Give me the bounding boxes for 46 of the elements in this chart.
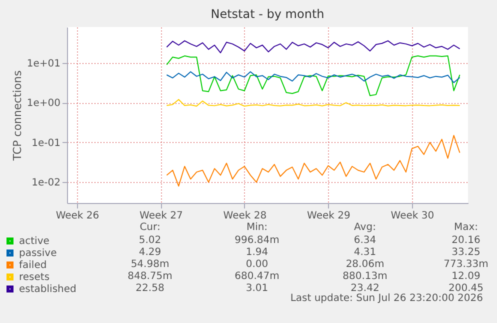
y-tick-label: 1e+01 — [26, 58, 60, 70]
x-tick-label: Week 26 — [56, 210, 100, 222]
text: 996.84m — [234, 235, 280, 247]
text: 54.98m — [130, 259, 170, 271]
x-tick-label: Week 30 — [390, 210, 434, 222]
x-tick-label: Week 28 — [223, 210, 267, 222]
text: 1.94 — [244, 247, 270, 259]
text: 3.01 — [246, 283, 268, 294]
line-series — [166, 134, 460, 187]
x-tick-label: Week 27 — [140, 210, 183, 222]
text: 23.42 — [350, 283, 380, 294]
y-tick-label: 1e-01 — [32, 138, 60, 149]
line-series — [166, 40, 460, 54]
text: 0.00 — [244, 259, 270, 271]
x-tick-label: Week 29 — [307, 210, 350, 222]
text: 4.31 — [352, 247, 378, 259]
text: 680.47m — [234, 271, 280, 283]
line-series — [166, 71, 460, 84]
text: 12.09 — [450, 271, 482, 283]
y-tick-label: 1e+00 — [26, 98, 60, 110]
text: 5.02 — [138, 235, 162, 247]
text: 880.13m — [342, 271, 388, 283]
text: Max: — [452, 222, 480, 234]
text: 848.75m — [126, 271, 174, 283]
text: Min: — [245, 222, 269, 234]
text: Last update: Sun Jul 26 23:20:00 2026 — [290, 293, 483, 305]
text: 6.34 — [352, 235, 378, 247]
text: 22.58 — [134, 283, 166, 295]
y-tick-label: 1e-02 — [32, 178, 60, 189]
chart-title: Netstat - by month — [210, 7, 324, 21]
legend-label: established — [19, 284, 76, 295]
text: Avg: — [353, 222, 377, 234]
line-series — [166, 99, 460, 107]
text: 200.45 — [448, 283, 484, 294]
legend-label: active — [19, 236, 50, 247]
text: 33.25 — [450, 247, 482, 259]
text: Cur: — [138, 222, 162, 234]
legend-label: failed — [19, 260, 47, 271]
text: 20.16 — [450, 235, 482, 247]
text: 773.33m — [442, 259, 490, 271]
text: 28.06m — [344, 259, 386, 271]
line-series — [166, 55, 460, 96]
legend-label: passive — [19, 248, 57, 259]
legend-label: resets — [19, 272, 50, 283]
text: 4.29 — [138, 247, 162, 259]
y-axis-title: TCP connections — [10, 70, 24, 162]
